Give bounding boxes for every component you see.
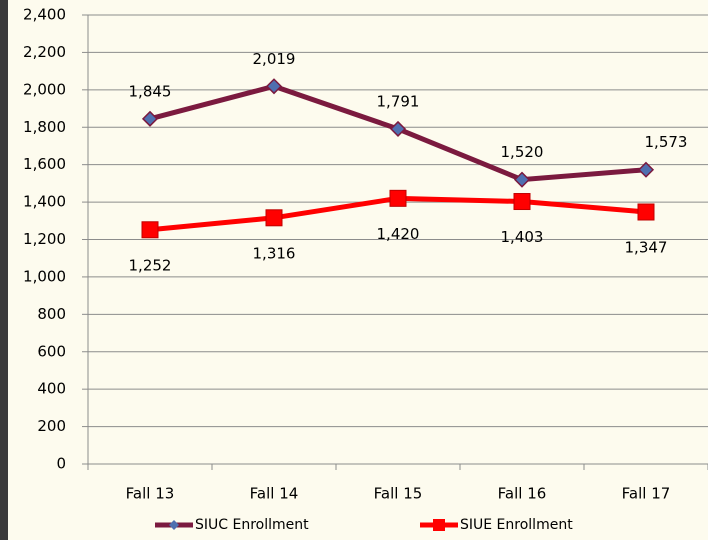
- y-tick-label: 600: [37, 342, 66, 360]
- x-tick-label: Fall 14: [250, 485, 299, 503]
- y-tick-label: 0: [56, 455, 66, 473]
- y-tick-label: 2,200: [23, 43, 66, 61]
- frame-edge: [0, 0, 8, 540]
- legend-marker: [169, 520, 179, 530]
- x-tick-label: Fall 16: [498, 485, 547, 503]
- data-label: 1,403: [501, 228, 544, 246]
- marker: [513, 193, 531, 211]
- legend-marker: [433, 519, 445, 531]
- y-tick-label: 1,600: [23, 155, 66, 173]
- data-label: 2,019: [253, 50, 296, 68]
- marker: [141, 221, 159, 239]
- y-tick-label: 1,000: [23, 267, 66, 285]
- data-label: 1,791: [377, 92, 420, 110]
- x-tick-label: Fall 15: [374, 485, 423, 503]
- marker: [637, 203, 655, 221]
- data-label: 1,520: [501, 143, 544, 161]
- y-tick-label: 200: [37, 417, 66, 435]
- legend-label: SIUC Enrollment: [195, 517, 309, 533]
- marker: [389, 120, 407, 137]
- marker: [637, 161, 655, 178]
- legend-label: SIUE Enrollment: [460, 517, 573, 533]
- marker: [141, 110, 159, 127]
- y-tick-label: 1,200: [23, 230, 66, 248]
- data-label: 1,316: [253, 244, 296, 262]
- marker: [265, 78, 283, 95]
- marker: [513, 171, 531, 188]
- data-label: 1,420: [377, 225, 420, 243]
- y-tick-label: 400: [37, 380, 66, 398]
- x-tick-label: Fall 17: [622, 485, 671, 503]
- y-tick-label: 2,000: [23, 80, 66, 98]
- y-tick-label: 800: [37, 305, 66, 323]
- y-tick-label: 1,800: [23, 118, 66, 136]
- marker: [389, 189, 407, 207]
- y-tick-label: 2,400: [23, 6, 66, 24]
- y-tick-label: 1,400: [23, 193, 66, 211]
- data-label: 1,573: [645, 133, 688, 151]
- data-label: 1,252: [129, 256, 172, 274]
- x-tick-label: Fall 13: [126, 485, 175, 503]
- data-label: 1,845: [129, 82, 172, 100]
- data-label: 1,347: [625, 238, 668, 256]
- marker: [265, 209, 283, 227]
